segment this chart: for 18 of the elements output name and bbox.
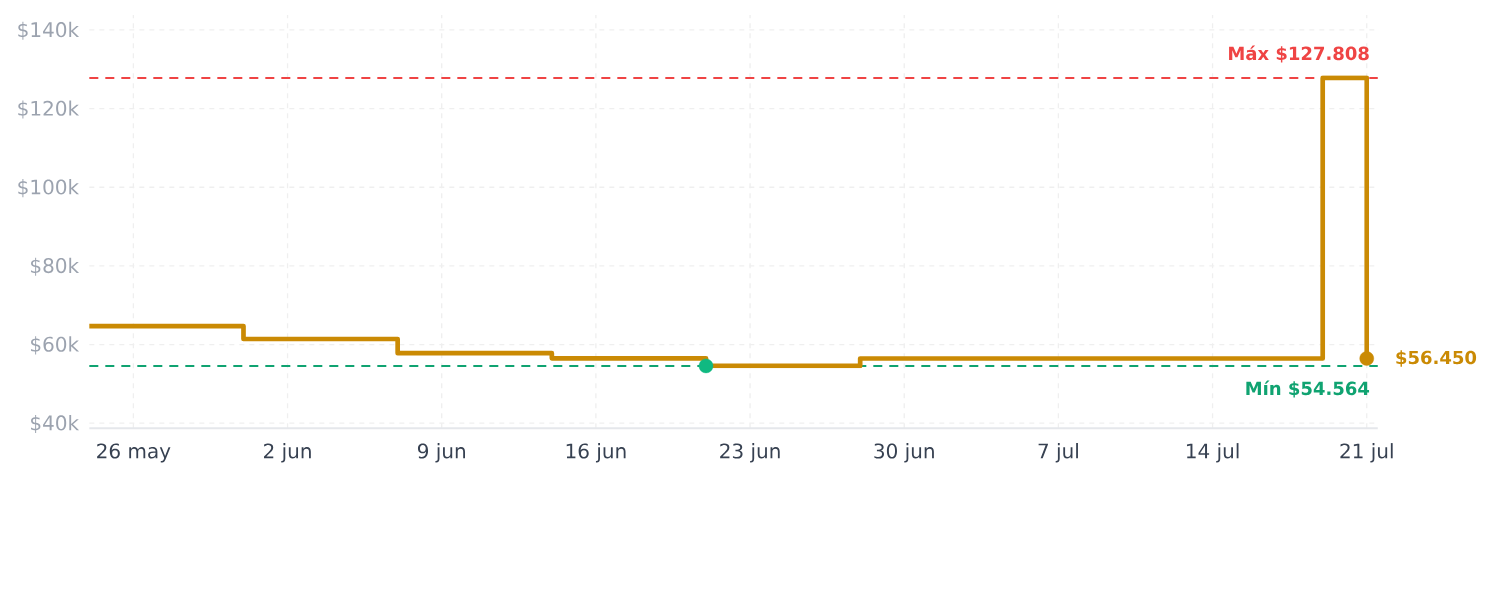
x-tick-label: 30 jun xyxy=(874,443,934,463)
x-tick-label: 2 jun xyxy=(264,443,311,463)
x-tick-label: 16 jun xyxy=(566,443,626,463)
ref-line-label: Máx $127.808 xyxy=(1229,45,1369,63)
x-tick-label: 7 jul xyxy=(1038,443,1078,463)
x-tick-label: 26 may xyxy=(97,443,171,463)
y-tick-label: $80k xyxy=(31,257,80,276)
y-tick-label: $60k xyxy=(31,336,80,355)
ref-line-label: Mín $54.564 xyxy=(1246,380,1370,398)
x-tick-label: 23 jun xyxy=(720,443,780,463)
annotation: $56.450 xyxy=(1396,350,1477,367)
y-tick-label: $120k xyxy=(18,100,80,119)
x-tick-label: 14 jul xyxy=(1186,443,1239,463)
x-tick-label: 9 jun xyxy=(417,443,465,463)
y-tick-label: $100k xyxy=(18,179,80,198)
x-tick-label: 21 jul xyxy=(1340,443,1393,463)
y-tick-label: $140k xyxy=(18,21,80,40)
y-tick-label: $40k xyxy=(31,414,80,434)
